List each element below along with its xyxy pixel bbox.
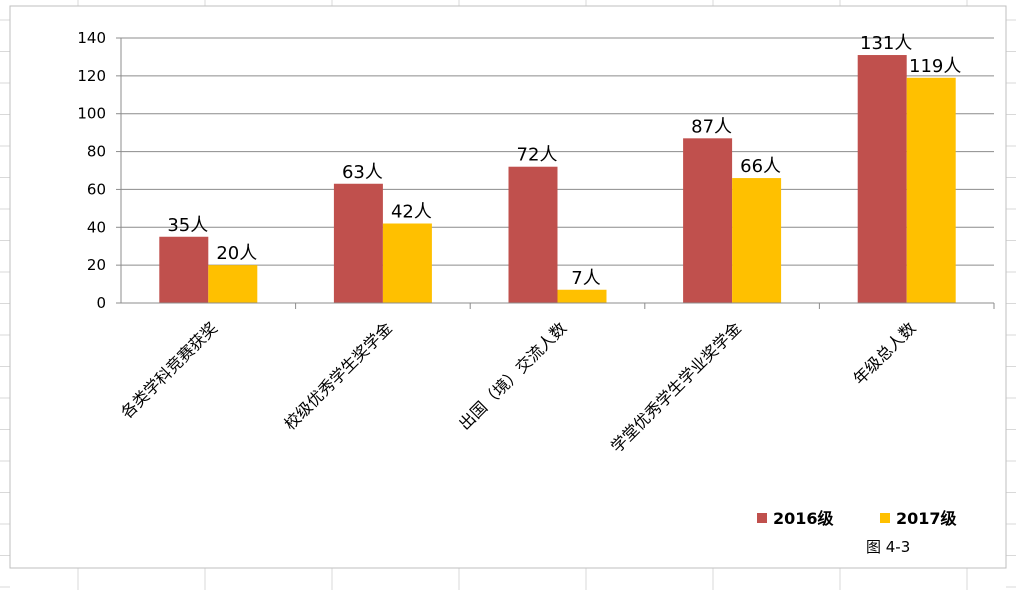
data-label: 87人 xyxy=(691,116,732,137)
data-label: 63人 xyxy=(342,162,383,183)
bar-2017级-4 xyxy=(732,178,782,303)
bar-2017级-5 xyxy=(906,77,956,303)
y-tick-label: 120 xyxy=(77,67,106,85)
y-tick-label: 140 xyxy=(77,29,106,47)
bar-2017级-1 xyxy=(208,265,258,303)
x-axis xyxy=(120,38,995,309)
data-label: 131人 xyxy=(860,33,912,54)
data-label: 35人 xyxy=(167,215,208,236)
data-label: 7人 xyxy=(571,268,600,289)
data-label: 66人 xyxy=(740,156,781,177)
data-label: 42人 xyxy=(391,202,432,223)
data-label: 20人 xyxy=(216,243,257,264)
bar-2017级-2 xyxy=(382,223,432,303)
figure-caption: 图 4-3 xyxy=(866,538,910,556)
legend: 2016级 2017级 xyxy=(757,509,958,528)
y-axis-ticks: 0 20 40 60 80 100 120 140 xyxy=(77,29,121,312)
legend-label: 2017级 xyxy=(896,509,958,528)
bar-2016级-2 xyxy=(333,183,383,303)
y-tick-label: 20 xyxy=(87,256,106,274)
legend-swatch xyxy=(880,513,890,523)
data-label: 72人 xyxy=(517,145,558,166)
bar-2016级-1 xyxy=(159,236,209,303)
data-label: 119人 xyxy=(909,56,961,77)
bars xyxy=(159,55,956,304)
legend-swatch xyxy=(757,513,767,523)
y-tick-label: 80 xyxy=(87,143,106,161)
y-tick-label: 100 xyxy=(77,105,106,123)
legend-label: 2016级 xyxy=(773,509,835,528)
bar-2016级-3 xyxy=(508,166,558,303)
bar-2016级-5 xyxy=(857,55,907,304)
bar-2016级-4 xyxy=(683,138,733,303)
bar-2017级-3 xyxy=(557,289,607,303)
y-tick-label: 40 xyxy=(87,218,106,236)
y-tick-label: 60 xyxy=(87,180,106,198)
y-tick-label: 0 xyxy=(96,294,106,312)
